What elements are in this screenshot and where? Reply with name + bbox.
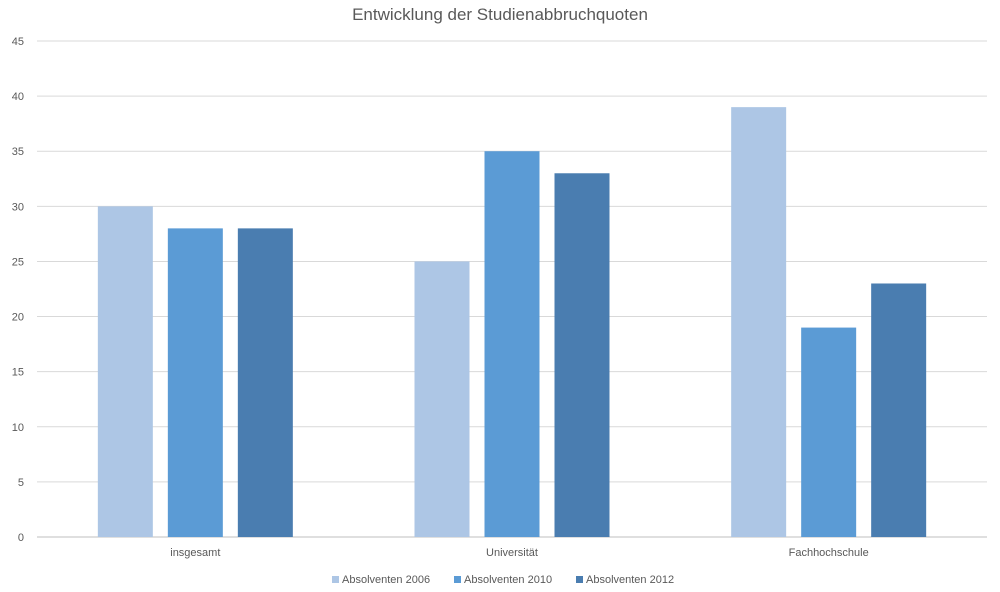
x-tick-label: Fachhochschule <box>789 547 869 559</box>
y-tick-label: 25 <box>12 256 24 268</box>
y-tick-label: 0 <box>18 532 24 544</box>
x-tick-label: insgesamt <box>170 547 220 559</box>
y-tick-label: 5 <box>18 477 24 489</box>
chart-title: Entwicklung der Studienabbruchquoten <box>352 5 648 24</box>
bar <box>801 327 857 537</box>
x-axis: insgesamt Universität Fachhochschule <box>170 547 868 559</box>
legend-label: Absolventen 2006 <box>342 574 430 586</box>
y-tick-label: 30 <box>12 201 24 213</box>
y-tick-label: 40 <box>12 91 24 103</box>
y-tick-label: 45 <box>12 36 24 48</box>
legend-swatch <box>576 576 583 583</box>
bar <box>414 261 470 537</box>
y-axis: 0 5 10 15 20 25 30 35 40 45 <box>12 36 24 544</box>
bar <box>237 228 293 537</box>
bars <box>97 107 927 538</box>
bar <box>731 107 787 537</box>
bar <box>871 283 927 537</box>
bar <box>167 228 223 537</box>
legend-swatch <box>454 576 461 583</box>
bar <box>97 206 153 538</box>
legend: Absolventen 2006 Absolventen 2010 Absolven… <box>332 574 674 586</box>
legend-label: Absolventen 2012 <box>586 574 674 586</box>
legend-swatch <box>332 576 339 583</box>
y-tick-label: 15 <box>12 367 24 379</box>
y-tick-label: 35 <box>12 146 24 158</box>
y-tick-label: 20 <box>12 312 24 324</box>
y-tick-label: 10 <box>12 422 24 434</box>
bar <box>554 173 610 537</box>
legend-label: Absolventen 2010 <box>464 574 552 586</box>
bar <box>484 151 540 537</box>
x-tick-label: Universität <box>486 547 538 559</box>
